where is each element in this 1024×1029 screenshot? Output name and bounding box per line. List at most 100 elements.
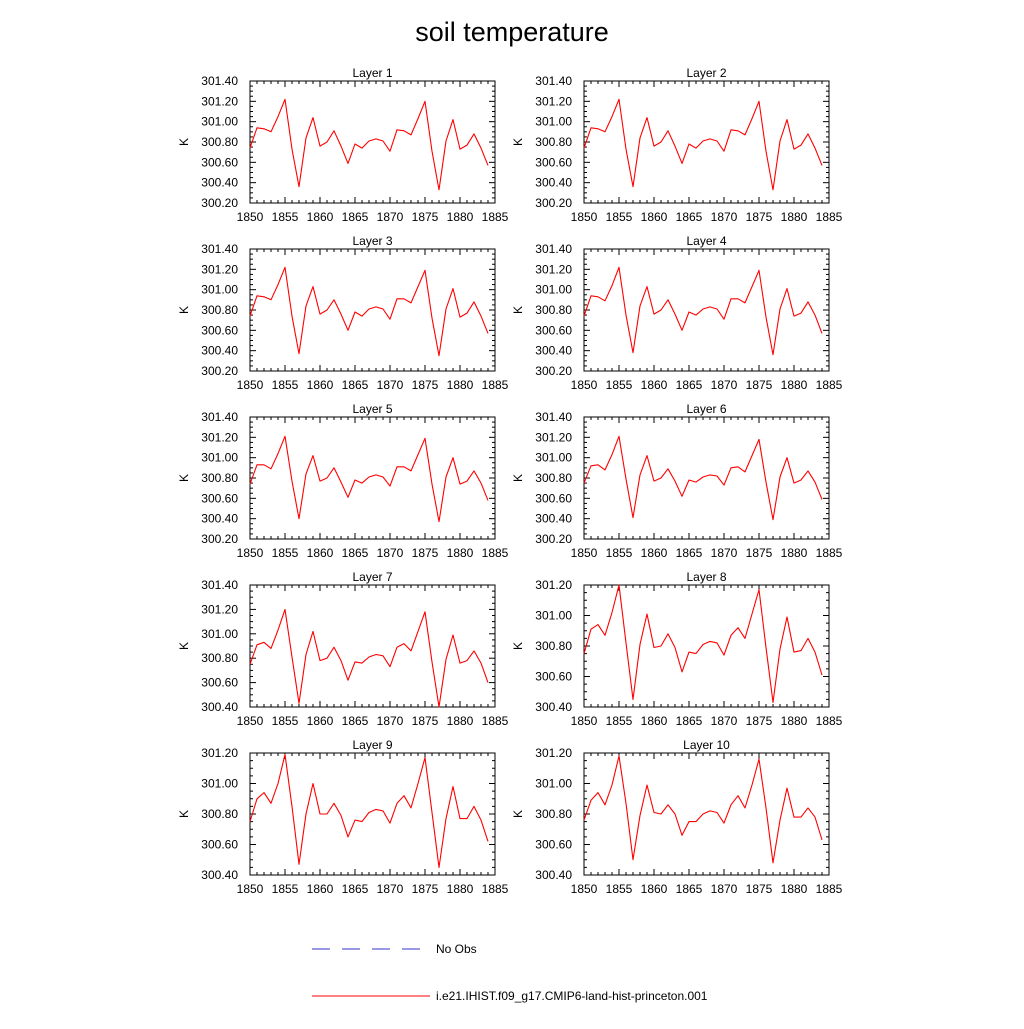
panel-title: Layer 6 xyxy=(686,402,726,416)
x-tick-label: 1880 xyxy=(447,882,474,896)
y-tick-label: 300.40 xyxy=(535,700,572,714)
y-tick-label: 300.40 xyxy=(201,868,238,882)
x-tick-label: 1860 xyxy=(641,546,668,560)
x-tick-label: 1855 xyxy=(606,378,633,392)
series-line xyxy=(249,753,489,868)
y-tick-label: 300.80 xyxy=(535,639,572,653)
x-tick-label: 1855 xyxy=(272,378,299,392)
y-axis-label: K xyxy=(511,642,525,650)
y-tick-label: 300.60 xyxy=(201,323,238,337)
x-tick-label: 1870 xyxy=(377,714,404,728)
x-tick-label: 1880 xyxy=(447,546,474,560)
x-tick-label: 1870 xyxy=(377,882,404,896)
x-tick-label: 1860 xyxy=(307,714,334,728)
series-line xyxy=(583,266,823,356)
y-tick-label: 300.60 xyxy=(201,491,238,505)
y-tick-label: 300.60 xyxy=(535,323,572,337)
y-tick-label: 300.40 xyxy=(535,868,572,882)
y-tick-label: 300.60 xyxy=(201,155,238,169)
y-tick-label: 301.00 xyxy=(201,451,238,465)
y-tick-label: 301.00 xyxy=(535,777,572,791)
x-tick-label: 1885 xyxy=(482,714,509,728)
x-tick-label: 1855 xyxy=(272,882,299,896)
x-tick-label: 1875 xyxy=(746,546,773,560)
panel-title: Layer 4 xyxy=(686,234,726,248)
y-tick-label: 301.40 xyxy=(201,242,238,256)
x-tick-label: 1875 xyxy=(412,378,439,392)
x-tick-label: 1850 xyxy=(237,714,264,728)
y-tick-label: 301.00 xyxy=(201,283,238,297)
y-tick-label: 300.40 xyxy=(201,512,238,526)
y-axis-label: K xyxy=(177,642,191,650)
y-axis-label: K xyxy=(177,474,191,482)
y-axis-label: K xyxy=(177,810,191,818)
x-tick-label: 1860 xyxy=(641,378,668,392)
x-tick-label: 1865 xyxy=(342,714,369,728)
y-tick-label: 301.40 xyxy=(535,242,572,256)
x-tick-label: 1885 xyxy=(482,378,509,392)
series-line xyxy=(249,266,489,357)
panel-title: Layer 2 xyxy=(686,66,726,80)
x-tick-label: 1880 xyxy=(447,714,474,728)
x-tick-label: 1850 xyxy=(571,210,598,224)
x-tick-label: 1865 xyxy=(676,882,703,896)
chart-panel: Layer 5 K 1850 1855 1860 1865 1870 1875 1880 1885… xyxy=(177,402,509,560)
y-tick-label: 300.20 xyxy=(535,364,572,378)
x-tick-label: 1875 xyxy=(746,714,773,728)
x-tick-label: 1885 xyxy=(482,546,509,560)
x-tick-label: 1880 xyxy=(447,378,474,392)
x-tick-label: 1885 xyxy=(816,546,843,560)
chart-panel: Layer 9 K 1850 1855 1860 1865 1870 1875 1880 1885… xyxy=(177,738,509,896)
x-tick-label: 1870 xyxy=(377,210,404,224)
y-tick-label: 301.20 xyxy=(535,746,572,760)
x-tick-label: 1860 xyxy=(641,882,668,896)
series-line xyxy=(249,435,489,523)
y-tick-label: 300.80 xyxy=(201,651,238,665)
y-tick-label: 300.80 xyxy=(201,807,238,821)
chart-panel: Layer 6 K 1850 1855 1860 1865 1870 1875 1880 1885… xyxy=(511,402,843,560)
x-tick-label: 1850 xyxy=(237,210,264,224)
y-tick-label: 301.40 xyxy=(535,74,572,88)
y-tick-label: 300.80 xyxy=(201,135,238,149)
y-tick-label: 301.00 xyxy=(535,451,572,465)
x-tick-label: 1865 xyxy=(342,210,369,224)
y-tick-label: 301.20 xyxy=(201,262,238,276)
x-tick-label: 1880 xyxy=(781,714,808,728)
y-axis-label: K xyxy=(177,138,191,146)
series-line xyxy=(583,584,823,703)
x-tick-label: 1875 xyxy=(746,210,773,224)
x-tick-label: 1875 xyxy=(412,714,439,728)
x-tick-label: 1875 xyxy=(412,882,439,896)
x-tick-label: 1855 xyxy=(272,210,299,224)
y-tick-label: 301.20 xyxy=(535,430,572,444)
y-axis-label: K xyxy=(511,474,525,482)
figure-title: soil temperature xyxy=(415,17,609,47)
panel-title: Layer 7 xyxy=(352,570,392,584)
panel-title: Layer 8 xyxy=(686,570,726,584)
panel-title: Layer 1 xyxy=(352,66,392,80)
x-tick-label: 1865 xyxy=(676,210,703,224)
chart-panel: Layer 2 K 1850 1855 1860 1865 1870 1875 1880 1885… xyxy=(511,66,843,224)
y-axis-label: K xyxy=(177,306,191,314)
x-tick-label: 1870 xyxy=(711,378,738,392)
y-tick-label: 301.40 xyxy=(201,410,238,424)
y-tick-label: 300.60 xyxy=(535,838,572,852)
y-tick-label: 301.20 xyxy=(201,602,238,616)
y-tick-label: 301.20 xyxy=(201,746,238,760)
x-tick-label: 1850 xyxy=(571,714,598,728)
x-tick-label: 1870 xyxy=(711,210,738,224)
y-tick-label: 301.40 xyxy=(535,410,572,424)
y-tick-label: 300.20 xyxy=(201,532,238,546)
chart-panel: Layer 1 K 1850 1855 1860 1865 1870 1875 1880 1885… xyxy=(177,66,509,224)
x-tick-label: 1865 xyxy=(342,378,369,392)
series-line xyxy=(583,435,823,521)
chart-panel: Layer 3 K 1850 1855 1860 1865 1870 1875 1880 1885… xyxy=(177,234,509,392)
x-tick-label: 1855 xyxy=(606,210,633,224)
y-tick-label: 301.00 xyxy=(535,115,572,129)
y-tick-label: 300.80 xyxy=(535,807,572,821)
y-tick-label: 300.40 xyxy=(201,344,238,358)
x-tick-label: 1875 xyxy=(746,378,773,392)
legend-obs-label: No Obs xyxy=(436,942,477,956)
y-tick-label: 300.80 xyxy=(535,135,572,149)
